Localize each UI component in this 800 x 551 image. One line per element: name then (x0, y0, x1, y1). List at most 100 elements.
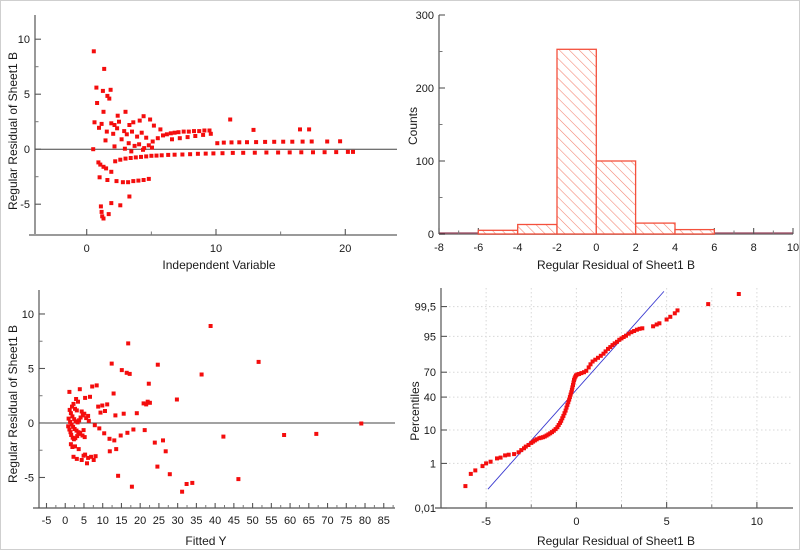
y-axis-title: Percentiles (408, 381, 422, 440)
residual-vs-independent-plot[interactable]: -5 0 5 10 0 10 20 Independent Variable Regular… (1, 1, 401, 276)
data-point (94, 85, 99, 90)
y-tick-label: 1 (430, 458, 436, 470)
data-point (264, 150, 269, 155)
data-point (100, 403, 105, 408)
x-tick-label: 6 (711, 242, 717, 254)
data-point (126, 341, 131, 346)
data-point (495, 456, 499, 461)
histogram-bars (477, 48, 715, 235)
data-point (88, 394, 92, 399)
data-point (122, 129, 127, 134)
data-point (120, 180, 125, 185)
data-point (105, 93, 110, 98)
panel-residual-vs-independent[interactable]: -5 0 5 10 0 10 20 Independent Variable Regular… (1, 1, 401, 276)
data-point (338, 139, 343, 144)
data-point (98, 162, 103, 167)
data-point (144, 154, 149, 159)
data-point (256, 359, 261, 364)
data-point (102, 431, 107, 436)
data-point (137, 142, 142, 147)
data-point (307, 127, 312, 132)
data-point (202, 128, 207, 133)
data-point (603, 349, 608, 354)
residual-histogram-plot[interactable]: 0 100 200 300 -8 -6 -4 -2 0 2 4 6 8 10 Regular Residu… (401, 1, 800, 276)
data-point (263, 139, 268, 144)
panel-residual-normal-probability[interactable]: 0,01 1 10 40 70 95 99,5 -5 0 5 10 Regular Residual… (401, 276, 800, 551)
data-point (83, 395, 88, 400)
data-point (675, 308, 680, 313)
y-tick-label: 100 (416, 156, 434, 168)
data-point (195, 151, 200, 156)
data-point (565, 402, 570, 407)
x-tick-label: 10 (210, 243, 222, 255)
data-point (300, 139, 305, 144)
data-point (75, 434, 80, 439)
data-point (211, 151, 216, 156)
data-point (519, 448, 524, 453)
data-point (201, 132, 206, 137)
data-point (180, 152, 185, 157)
y-tick-label: 99,5 (415, 302, 436, 314)
data-point (309, 139, 314, 144)
data-point (71, 401, 76, 406)
data-point (190, 480, 195, 485)
data-point (139, 130, 144, 135)
data-point (570, 385, 575, 390)
data-point (503, 453, 508, 458)
data-point (155, 362, 160, 367)
data-point (96, 160, 101, 165)
y-tick-label: 300 (416, 10, 434, 22)
data-point (89, 454, 94, 459)
data-point (556, 423, 561, 427)
x-tick-label: 10 (97, 515, 109, 527)
data-point (654, 322, 659, 327)
x-tick-label: 0 (84, 243, 90, 255)
data-point (498, 455, 503, 460)
data-point (148, 117, 153, 122)
data-point (122, 146, 127, 151)
y-axis-title: Regular Residual of Sheet1 B (6, 325, 20, 483)
data-point (192, 129, 196, 134)
histogram-bar (674, 228, 715, 235)
data-point (155, 136, 160, 141)
x-tick-label: 8 (751, 242, 757, 254)
data-point (71, 424, 76, 429)
data-point (107, 436, 112, 441)
data-point (181, 129, 186, 134)
data-point (567, 395, 572, 400)
data-point (128, 156, 133, 160)
x-tick-label: -5 (481, 516, 491, 528)
data-point (119, 368, 124, 373)
data-point (96, 404, 101, 409)
data-point (582, 370, 586, 375)
data-point (193, 134, 198, 138)
data-point (132, 143, 137, 148)
y-tick-label: 0,01 (415, 503, 436, 515)
data-point (523, 444, 528, 449)
data-point (73, 444, 77, 449)
residual-vs-fitted-plot[interactable]: -5 0 5 10 -5 0 5 10 15 20 25 30 35 40 45 50 55 60 65 70 75 80… (1, 276, 401, 551)
y-tick-label: -5 (24, 472, 34, 484)
data-point (561, 413, 566, 418)
x-tick-label: 85 (378, 515, 390, 527)
data-point (567, 397, 572, 402)
x-tick-label: 70 (321, 515, 333, 527)
data-point (70, 445, 75, 449)
data-point (180, 489, 185, 494)
data-point (220, 151, 225, 156)
data-point (74, 408, 79, 413)
data-point (736, 292, 741, 296)
data-point (113, 159, 118, 164)
data-point (142, 428, 147, 433)
data-point (91, 458, 96, 462)
x-axis-title: Independent Variable (162, 258, 276, 272)
y-tick-label: 95 (424, 331, 436, 343)
data-point (100, 214, 105, 219)
y-tick-label: 40 (424, 392, 436, 404)
residual-normal-probability-plot[interactable]: 0,01 1 10 40 70 95 99,5 -5 0 5 10 Regular Residual… (401, 276, 800, 551)
data-point (76, 399, 80, 404)
panel-residual-histogram[interactable]: 0 100 200 300 -8 -6 -4 -2 0 2 4 6 8 10 Regular Residu… (401, 1, 800, 276)
panel-residual-vs-fitted[interactable]: -5 0 5 10 -5 0 5 10 15 20 25 30 35 40 45 50 55 60 65 70 75 80… (1, 276, 401, 551)
data-point (124, 132, 129, 137)
x-tick-label: 2 (633, 242, 639, 254)
